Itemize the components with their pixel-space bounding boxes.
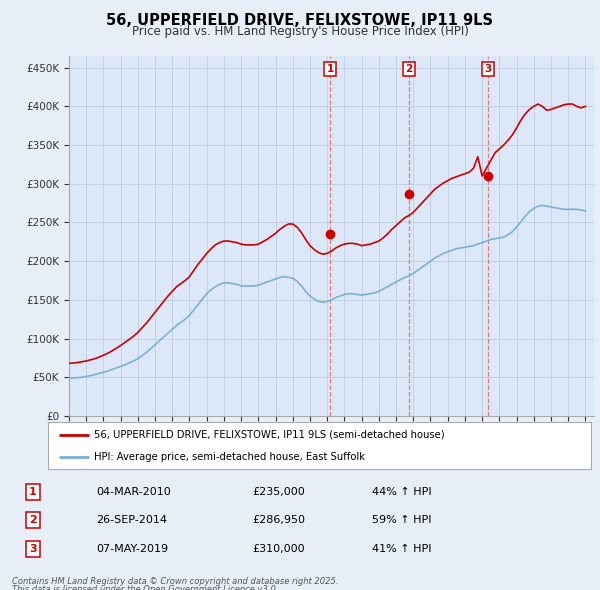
Text: 07-MAY-2019: 07-MAY-2019 xyxy=(96,544,168,553)
Text: Contains HM Land Registry data © Crown copyright and database right 2025.: Contains HM Land Registry data © Crown c… xyxy=(12,577,338,586)
Text: 56, UPPERFIELD DRIVE, FELIXSTOWE, IP11 9LS (semi-detached house): 56, UPPERFIELD DRIVE, FELIXSTOWE, IP11 9… xyxy=(94,430,445,440)
Text: 1: 1 xyxy=(326,64,334,74)
Text: 26-SEP-2014: 26-SEP-2014 xyxy=(96,516,167,525)
Text: 3: 3 xyxy=(485,64,492,74)
Text: 04-MAR-2010: 04-MAR-2010 xyxy=(96,487,171,497)
Text: Price paid vs. HM Land Registry's House Price Index (HPI): Price paid vs. HM Land Registry's House … xyxy=(131,25,469,38)
Text: 59% ↑ HPI: 59% ↑ HPI xyxy=(372,516,431,525)
Text: 2: 2 xyxy=(405,64,412,74)
Text: 41% ↑ HPI: 41% ↑ HPI xyxy=(372,544,431,553)
Text: 3: 3 xyxy=(29,544,37,553)
Text: £310,000: £310,000 xyxy=(252,544,305,553)
Text: 44% ↑ HPI: 44% ↑ HPI xyxy=(372,487,431,497)
Text: This data is licensed under the Open Government Licence v3.0.: This data is licensed under the Open Gov… xyxy=(12,585,278,590)
Text: 1: 1 xyxy=(29,487,37,497)
Text: HPI: Average price, semi-detached house, East Suffolk: HPI: Average price, semi-detached house,… xyxy=(94,453,365,462)
Text: 56, UPPERFIELD DRIVE, FELIXSTOWE, IP11 9LS: 56, UPPERFIELD DRIVE, FELIXSTOWE, IP11 9… xyxy=(107,13,493,28)
Text: £235,000: £235,000 xyxy=(252,487,305,497)
Text: £286,950: £286,950 xyxy=(252,516,305,525)
Text: 2: 2 xyxy=(29,516,37,525)
